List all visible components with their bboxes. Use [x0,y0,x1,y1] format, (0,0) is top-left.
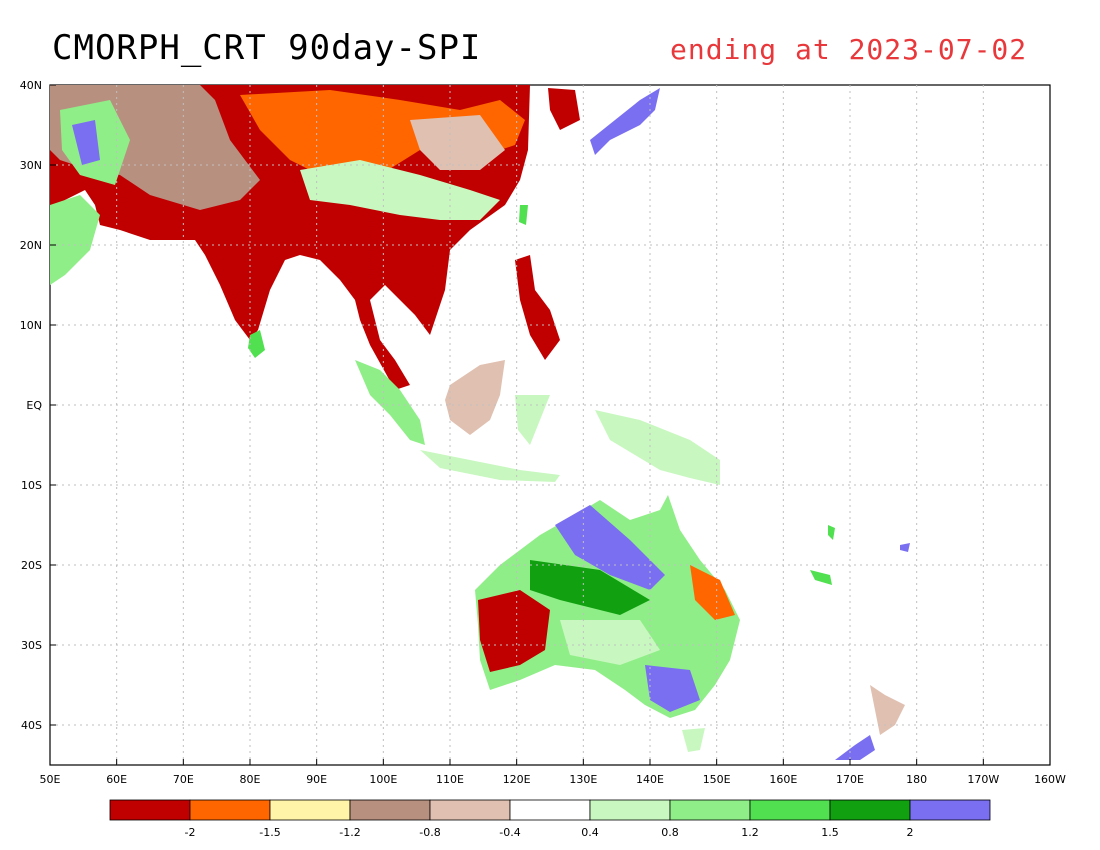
land-australia-east-orange [690,565,735,620]
lon-label: 110E [436,773,464,786]
lon-label: 60E [106,773,127,786]
land-arabia [50,195,100,285]
legend-label: 1.5 [821,826,839,839]
land-borneo [445,360,505,435]
lat-label: 10N [20,319,42,332]
land-taiwan [519,205,528,225]
lat-label: 30S [21,639,42,652]
land-pacific-islands-1 [810,570,832,585]
land-sulawesi [515,395,550,445]
legend-swatch [429,799,511,821]
lon-label: 120E [503,773,531,786]
land-tasmania [682,728,705,752]
land-pacific-islands-2 [900,543,910,552]
legend-label: 0.4 [581,826,599,839]
longitude-labels: 50E 60E 70E 80E 90E 100E 110E 120E 130E 140E 150E 1… [40,759,1066,786]
lat-label: 40N [20,79,42,92]
lat-label: EQ [26,399,42,412]
legend-swatch [909,799,991,821]
legend-label: -0.8 [419,826,440,839]
land-philippines [515,255,560,360]
land-pacific-islands-3 [828,525,835,540]
land-japan [590,88,660,155]
legend-swatch [589,799,671,821]
land-sumatra [355,360,425,445]
legend-label: 0.8 [661,826,679,839]
latitude-labels: 40N 30N 20N 10N EQ 10S 20S 30S 40S [20,79,56,732]
legend-label: 1.2 [741,826,759,839]
lon-label: 80E [240,773,261,786]
land-australia-west-red [478,590,550,672]
legend-label: -0.4 [499,826,520,839]
lon-label: 140E [636,773,664,786]
lon-label: 130E [569,773,597,786]
lon-label: 70E [173,773,194,786]
land-australia-purple-north [555,505,665,590]
lon-label: 160E [769,773,797,786]
legend-swatch [829,799,911,821]
land-asia-orange [240,90,525,180]
lon-label: 170W [967,773,999,786]
legend-swatch [189,799,271,821]
lon-label: 160W [1034,773,1066,786]
legend-label: -2 [185,826,196,839]
lon-label: 150E [703,773,731,786]
land-australia-center [560,620,660,665]
lon-label: 90E [306,773,327,786]
lon-label: 170E [836,773,864,786]
land-java [420,450,560,482]
legend-label: -1.5 [259,826,280,839]
land-areas [50,85,910,760]
land-australia-southeast-purple [645,665,700,712]
lat-label: 10S [21,479,42,492]
lon-label: 50E [40,773,61,786]
lat-label: 40S [21,719,42,732]
legend-swatch [749,799,831,821]
lat-label: 20S [21,559,42,572]
lon-label: 100E [369,773,397,786]
legend-label: 2 [907,826,914,839]
legend: -2 -1.5 -1.2 -0.8 -0.4 0.4 0.8 1.2 1.5 2 [109,799,991,839]
land-korea [548,88,580,130]
map-subtitle: ending at 2023-07-02 [670,33,1028,66]
legend-swatch [269,799,351,821]
land-asia-purple [72,120,100,165]
land-australia-darkgreen [530,560,650,615]
land-china-tan [410,115,505,170]
legend-swatch [109,799,191,821]
lon-label: 180 [906,773,927,786]
land-new-guinea [595,410,720,485]
legend-label: -1.2 [339,826,360,839]
map-title: CMORPH_CRT 90day-SPI [52,28,482,68]
gridlines [50,85,1050,765]
legend-swatch [349,799,431,821]
lat-label: 20N [20,239,42,252]
legend-swatch [669,799,751,821]
legend-swatch [509,799,591,821]
land-sri-lanka [248,330,265,358]
lat-label: 30N [20,159,42,172]
land-nz-south [835,735,875,760]
land-nz-north [870,685,905,735]
